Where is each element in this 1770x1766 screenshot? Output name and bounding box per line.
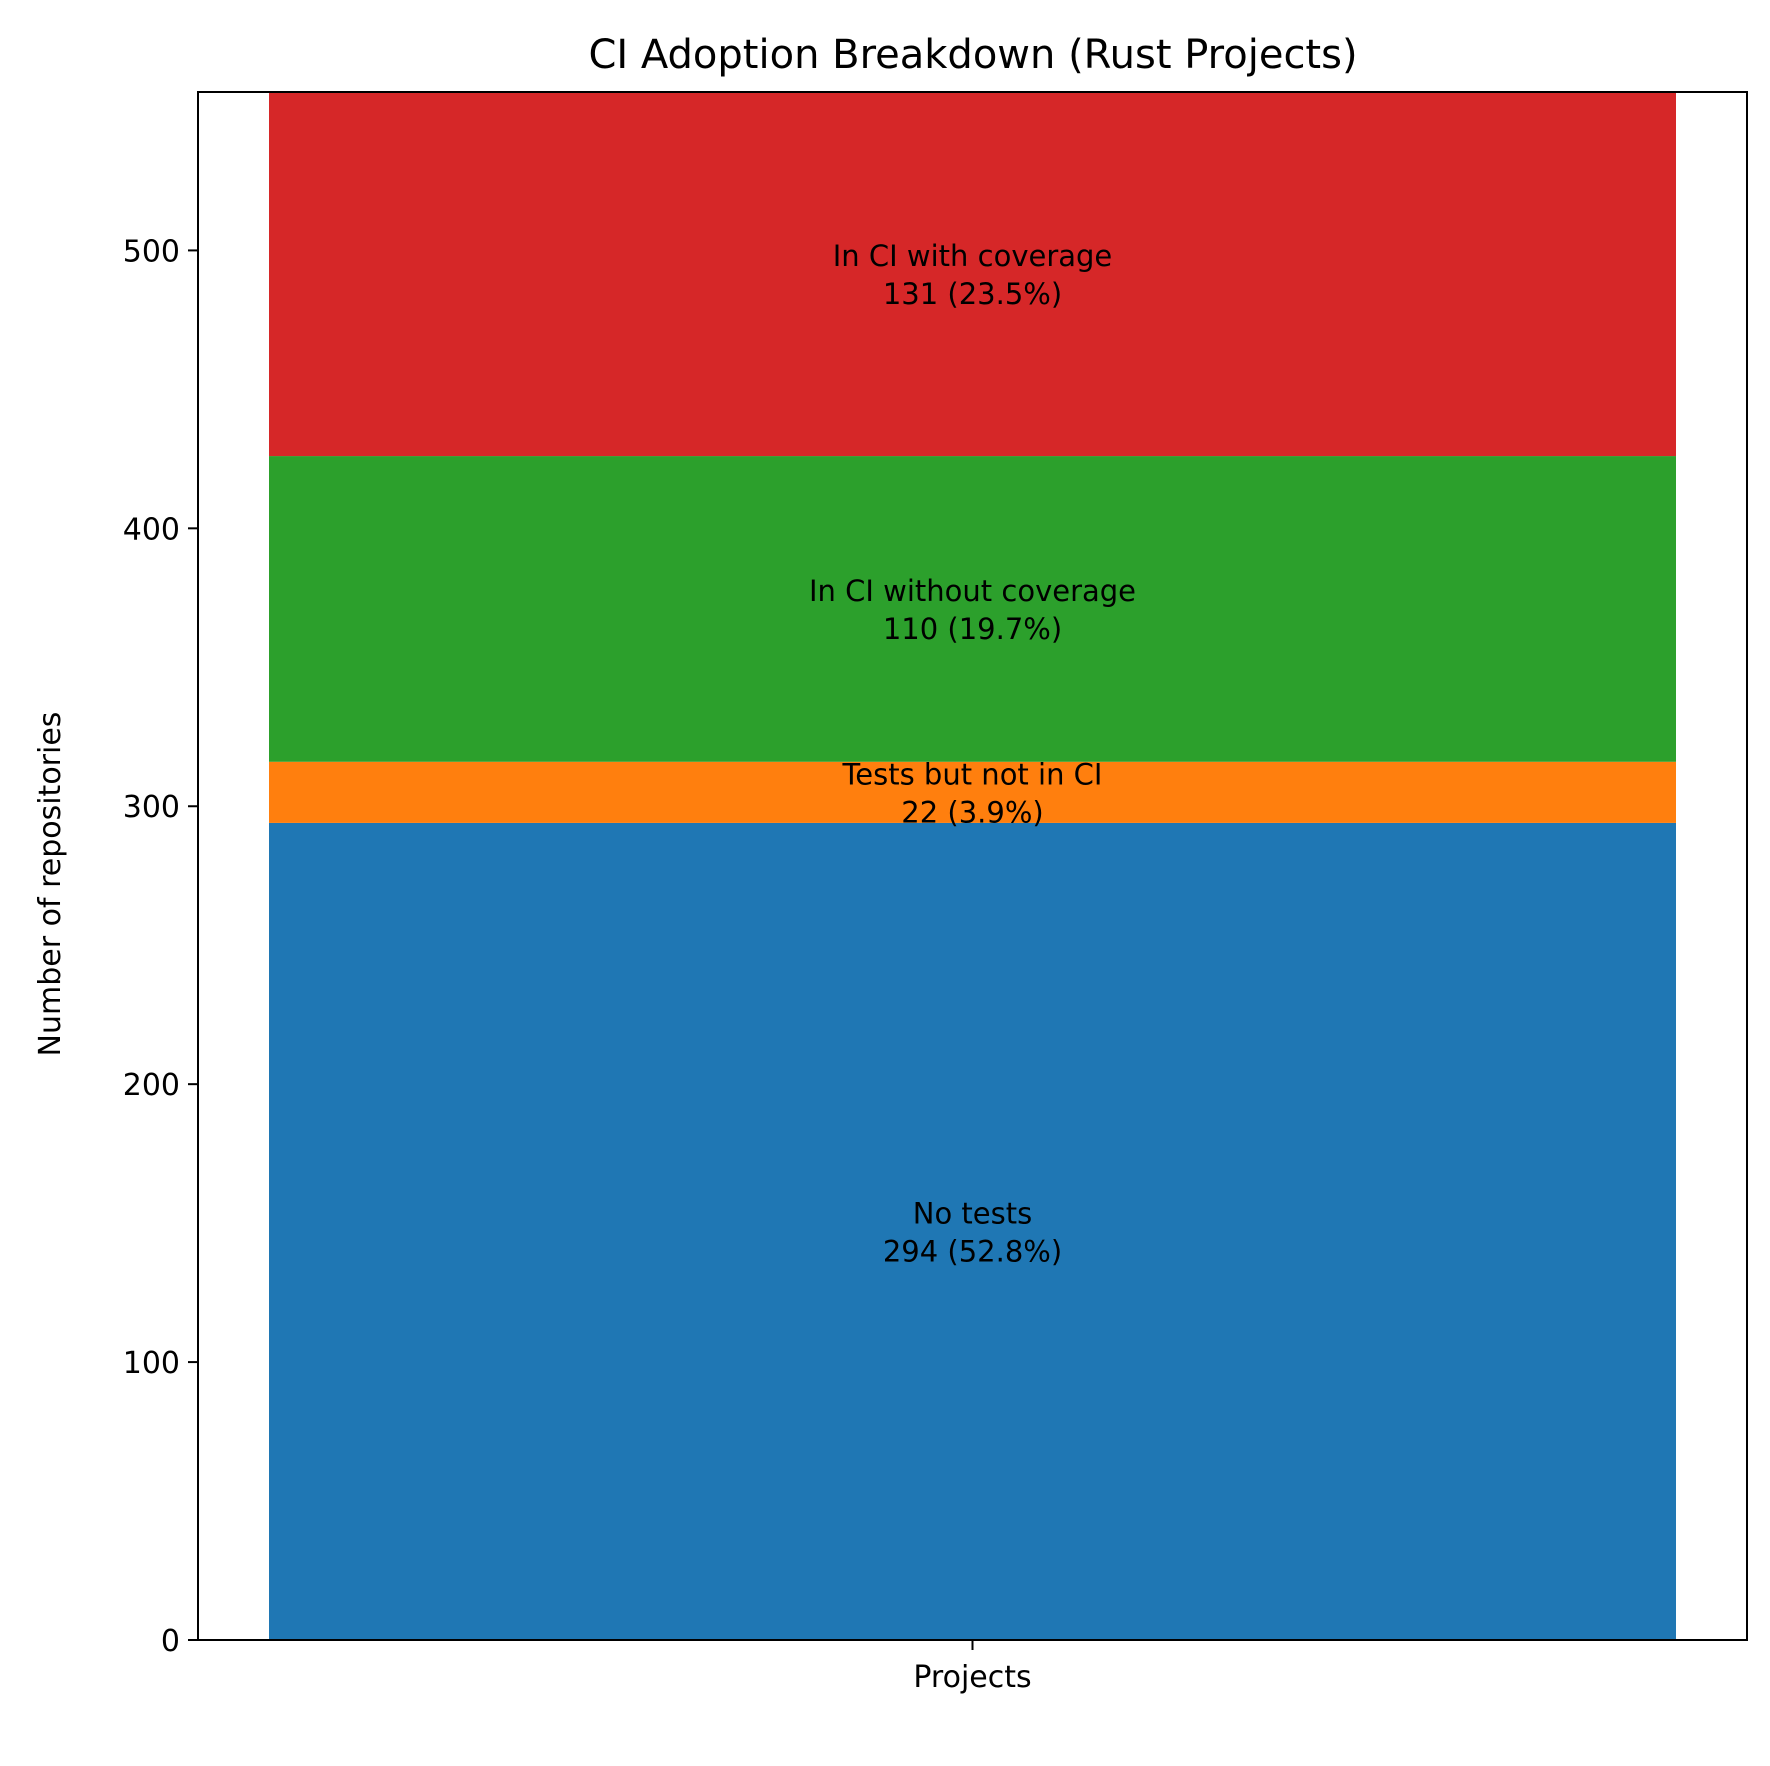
y-tick-label: 500 bbox=[123, 234, 180, 269]
segment-label-tests-but-not-in-ci: Tests but not in CI bbox=[842, 757, 1103, 791]
segment-value-tests-but-not-in-ci: 22 (3.9%) bbox=[901, 795, 1043, 829]
bar-segment-no-tests bbox=[269, 822, 1676, 1640]
segment-label-in-ci-without-coverage: In CI without coverage bbox=[809, 574, 1136, 608]
y-tick-label: 300 bbox=[123, 790, 180, 825]
segment-label-in-ci-with-coverage: In CI with coverage bbox=[833, 239, 1113, 273]
y-tick-label: 100 bbox=[123, 1346, 180, 1381]
bars-layer bbox=[269, 92, 1676, 1640]
segment-value-no-tests: 294 (52.8%) bbox=[883, 1234, 1062, 1268]
axes-layer: 0 100 200 300 400 500 Projects bbox=[123, 91, 1748, 1695]
segment-labels-layer: No tests 294 (52.8%) Tests but not in CI 22… bbox=[809, 239, 1136, 1268]
chart-title: CI Adoption Breakdown (Rust Projects) bbox=[588, 32, 1357, 78]
y-tick-label: 400 bbox=[123, 512, 180, 547]
segment-value-in-ci-with-coverage: 131 (23.5%) bbox=[883, 277, 1062, 311]
x-tick-label: Projects bbox=[913, 1660, 1031, 1695]
segment-value-in-ci-without-coverage: 110 (19.7%) bbox=[883, 612, 1062, 646]
y-tick-label: 200 bbox=[123, 1068, 180, 1103]
segment-label-no-tests: No tests bbox=[913, 1196, 1032, 1230]
bar-segment-in-ci-without-coverage bbox=[269, 456, 1676, 762]
y-tick-label: 0 bbox=[161, 1624, 180, 1659]
bar-segment-tests-but-not-in-ci bbox=[269, 761, 1676, 823]
y-axis-label: Number of repositories bbox=[33, 712, 68, 1057]
bar-segment-in-ci-with-coverage bbox=[269, 92, 1676, 457]
